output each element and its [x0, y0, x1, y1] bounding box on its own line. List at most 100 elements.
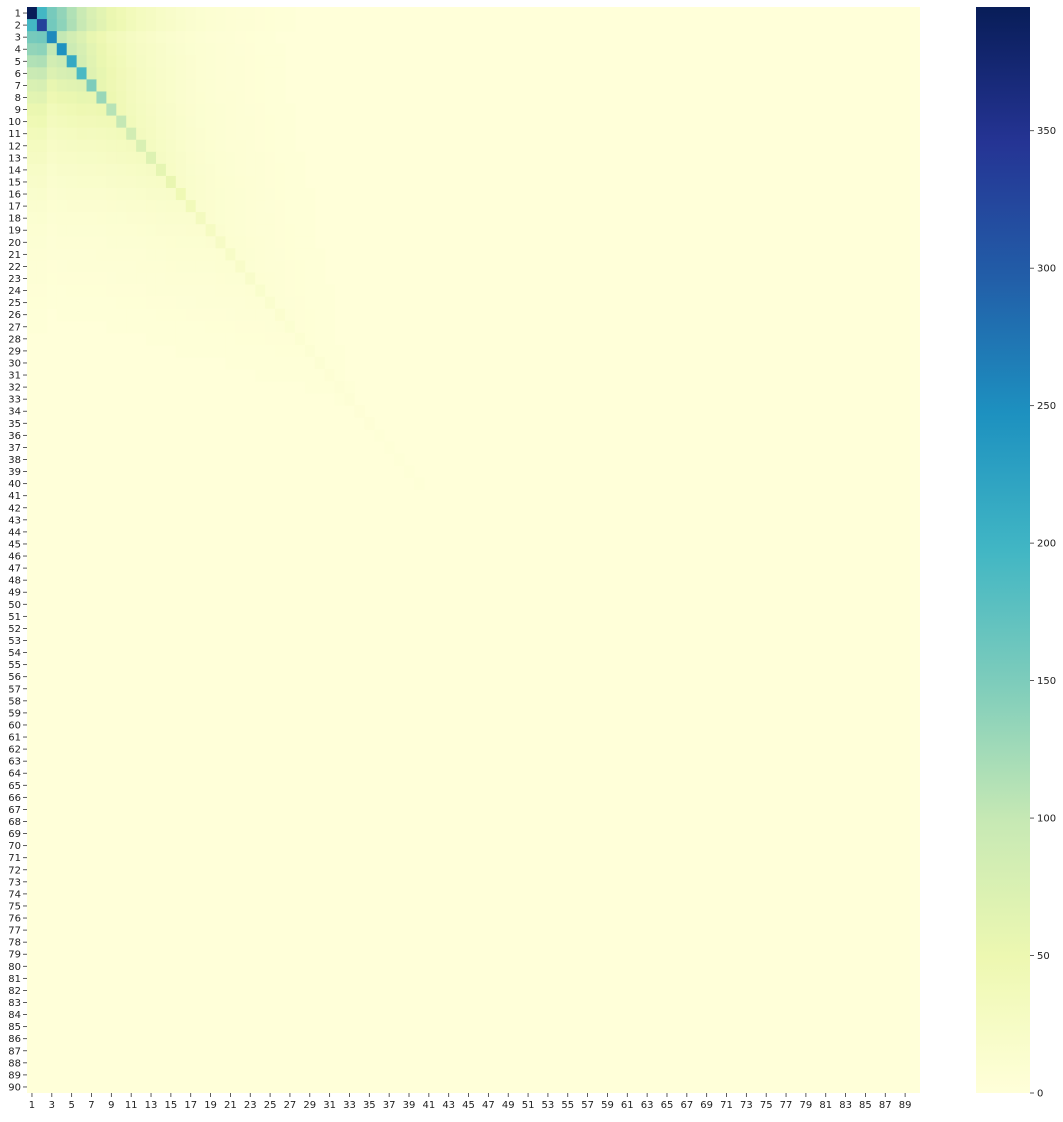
- heatmap-cell: [27, 272, 38, 285]
- heatmap-cell: [86, 163, 97, 177]
- heatmap-cell: [235, 284, 246, 297]
- heatmap-cell: [275, 236, 286, 249]
- heatmap-cell: [76, 236, 87, 249]
- heatmap-cell: [165, 163, 177, 177]
- heatmap-cell: [185, 308, 197, 322]
- heatmap-cell: [136, 7, 147, 20]
- heatmap-cell: [146, 127, 157, 141]
- heatmap-cell: [165, 212, 177, 225]
- heatmap-cell: [136, 200, 147, 213]
- heatmap-cell: [294, 356, 306, 370]
- heatmap-cell: [195, 151, 206, 165]
- heatmap-cell: [146, 272, 157, 285]
- heatmap-cell: [175, 320, 187, 334]
- y-tick-label: 30: [8, 358, 21, 369]
- x-tick-label: 87: [879, 1100, 892, 1111]
- heatmap-cell: [116, 67, 127, 80]
- heatmap-cell: [215, 320, 226, 334]
- heatmap-cell: [175, 200, 187, 213]
- heatmap-cell: [116, 308, 127, 322]
- heatmap-cell: [36, 67, 48, 80]
- x-tick-label: 25: [264, 1100, 277, 1111]
- y-tick-label: 6: [15, 69, 21, 80]
- x-tick-label: 43: [442, 1100, 455, 1111]
- heatmap-cell: [265, 67, 276, 80]
- heatmap-cell: [215, 55, 226, 68]
- heatmap-cell: [66, 248, 78, 261]
- heatmap-cell: [175, 79, 187, 92]
- heatmap-cell: [225, 139, 236, 153]
- heatmap-cell: [235, 43, 246, 56]
- heatmap-cell: [126, 212, 137, 225]
- heatmap-cell: [304, 212, 316, 225]
- heatmap-cell: [255, 19, 266, 32]
- heatmap-cell: [235, 127, 246, 141]
- heatmap-cell: [215, 175, 226, 189]
- heatmap-cell: [195, 19, 206, 32]
- heatmap-cell: [225, 55, 236, 68]
- heatmap-cell: [136, 296, 147, 310]
- heatmap-cell: [27, 200, 38, 213]
- heatmap-cell: [175, 19, 187, 32]
- heatmap-cell: [86, 284, 97, 297]
- heatmap-cell: [96, 31, 107, 44]
- heatmap-cell: [275, 175, 286, 189]
- heatmap-cell: [205, 200, 216, 213]
- heatmap-cell: [265, 103, 276, 116]
- heatmap-cell: [165, 67, 177, 80]
- heatmap-cell: [205, 224, 216, 237]
- heatmap-cell: [255, 91, 266, 104]
- heatmap-cell: [275, 248, 286, 261]
- heatmap-cell: [66, 127, 78, 141]
- heatmap-cell: [27, 43, 38, 56]
- heatmap-cell: [56, 127, 68, 141]
- heatmap-cell: [36, 19, 48, 32]
- y-tick-label: 39: [8, 467, 21, 478]
- heatmap-cell: [146, 91, 157, 104]
- heatmap-cell: [245, 91, 256, 104]
- y-tick-label: 49: [8, 588, 21, 599]
- heatmap-cell: [235, 344, 246, 358]
- heatmap-cell: [205, 139, 216, 153]
- heatmap-cell: [155, 332, 167, 346]
- heatmap-cell: [334, 344, 345, 358]
- heatmap-cell: [126, 79, 137, 92]
- heatmap-cell: [205, 79, 216, 92]
- heatmap-cell: [235, 139, 246, 153]
- heatmap-cell: [225, 260, 236, 273]
- heatmap-cell: [106, 212, 117, 225]
- y-tick-label: 3: [15, 33, 21, 44]
- heatmap-cell: [76, 91, 87, 104]
- y-tick-label: 81: [8, 974, 21, 985]
- heatmap-cell: [275, 79, 286, 92]
- heatmap-cell: [225, 296, 236, 310]
- heatmap-cell: [205, 212, 216, 225]
- y-tick-label: 78: [8, 938, 21, 949]
- heatmap-cell: [195, 224, 206, 237]
- y-tick-label: 79: [8, 950, 21, 961]
- heatmap-cell: [294, 163, 306, 177]
- y-tick-label: 87: [8, 1046, 21, 1057]
- heatmap-cell: [175, 43, 187, 56]
- heatmap-cell: [175, 188, 187, 201]
- heatmap-cell: [225, 115, 236, 129]
- heatmap-cell: [265, 369, 276, 382]
- heatmap-cell: [146, 188, 157, 201]
- heatmap-cell: [255, 332, 266, 346]
- heatmap-cell: [136, 236, 147, 249]
- heatmap-cell: [205, 272, 216, 285]
- heatmap-cell: [404, 465, 415, 478]
- heatmap-cell: [314, 296, 326, 310]
- heatmap-cell: [195, 200, 206, 213]
- y-tick-label: 10: [8, 117, 21, 128]
- heatmap-cell: [56, 248, 68, 261]
- heatmap-cell: [46, 127, 58, 141]
- y-tick-label: 54: [8, 648, 21, 659]
- heatmap-cell: [86, 7, 97, 20]
- y-tick-label: 29: [8, 346, 21, 357]
- heatmap-cell: [284, 139, 296, 153]
- heatmap-cell: [245, 163, 256, 177]
- heatmap-cell: [27, 79, 38, 92]
- heatmap-cell: [175, 236, 187, 249]
- heatmap-cell: [46, 212, 58, 225]
